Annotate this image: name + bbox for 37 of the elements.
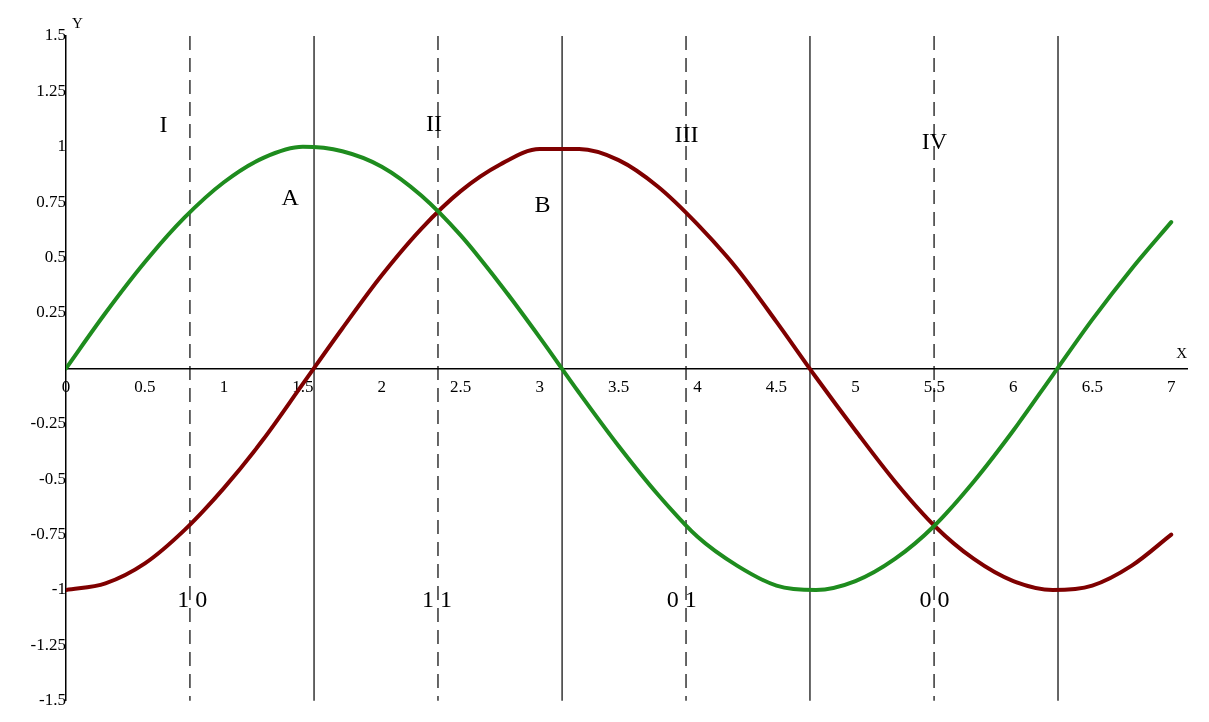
annotation: III: [674, 121, 699, 148]
y-tick-label: 1.25: [36, 80, 66, 100]
y-tick-label: 0.25: [36, 302, 66, 322]
x-tick-label: 7: [1166, 377, 1176, 397]
x-axis-title: X: [1176, 345, 1188, 362]
annotation: I: [159, 111, 168, 138]
annotation: 1 0: [177, 586, 208, 613]
y-tick-label: 0.5: [44, 247, 66, 267]
x-tick-label: 6.5: [1081, 377, 1103, 397]
x-tick-label: 3: [535, 377, 544, 397]
x-tick-label: 1: [219, 377, 229, 397]
annotation: 1 1: [422, 586, 453, 613]
y-tick-label: 1.5: [44, 25, 66, 45]
annotation: A: [281, 184, 300, 211]
x-tick-label: 3.5: [607, 377, 630, 397]
y-tick-label: -0.5: [39, 468, 66, 488]
annotation: B: [534, 190, 551, 217]
x-tick-label: 4: [693, 377, 703, 397]
y-tick-label: 0.75: [36, 191, 66, 211]
x-tick-label: 2.5: [450, 377, 472, 397]
y-tick-label: -1.25: [30, 634, 66, 654]
x-tick-label: 0.5: [134, 377, 156, 397]
y-tick-label: 1: [57, 136, 66, 156]
x-tick-label: 5: [851, 377, 860, 397]
y-tick-label: -1.5: [39, 690, 66, 710]
y-tick-label: -1: [51, 579, 66, 599]
annotation: IV: [921, 127, 948, 154]
y-tick-label: -0.75: [30, 524, 66, 544]
y-axis-title: Y: [72, 14, 83, 31]
annotation: 0 0: [919, 586, 950, 613]
x-tick-label: 4.5: [765, 377, 788, 397]
x-tick-label: 2: [377, 377, 387, 397]
annotation: 0 1: [666, 586, 697, 613]
x-tick-label: 6: [1009, 377, 1018, 397]
x-tick-label: 5.5: [923, 377, 946, 397]
y-tick-label: -0.25: [30, 413, 66, 433]
annotation: II: [425, 109, 442, 136]
